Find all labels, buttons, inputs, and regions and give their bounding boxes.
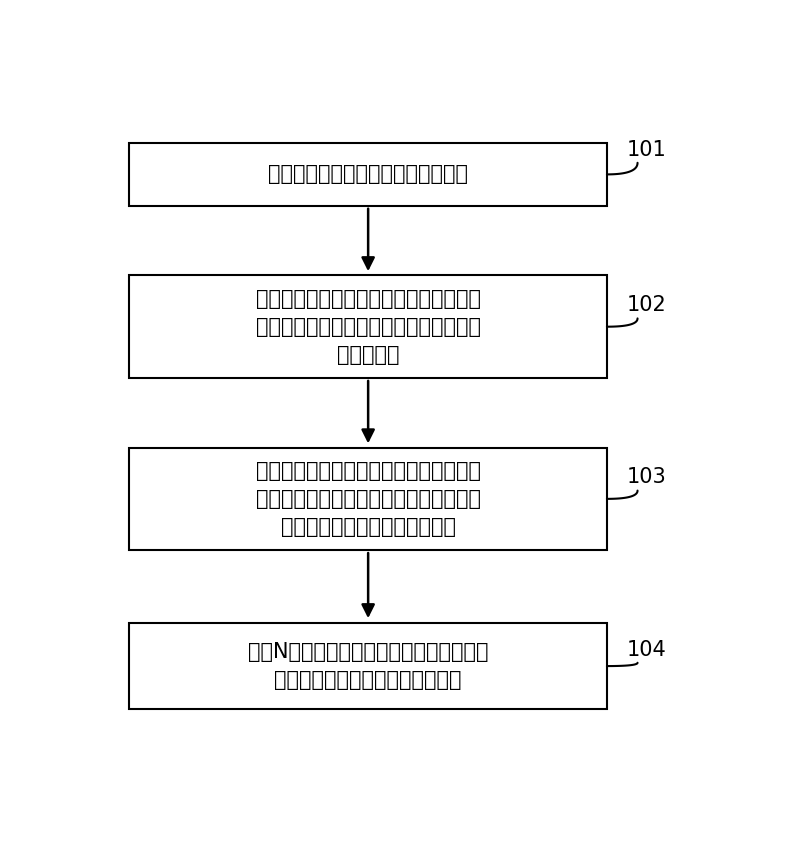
Text: 焦回波信号: 焦回波信号 <box>337 345 400 365</box>
Text: 102: 102 <box>626 295 667 315</box>
Bar <box>130 275 607 378</box>
Text: 的兰姆波回波信号进行聚焦处理，确定聚: 的兰姆波回波信号进行聚焦处理，确定聚 <box>256 316 480 337</box>
Bar <box>130 623 607 710</box>
Text: 获取待检测板状结构的缺陷回波信号: 获取待检测板状结构的缺陷回波信号 <box>268 164 468 184</box>
Text: 基于N个缺陷回波信号对应的第一距离，确: 基于N个缺陷回波信号对应的第一距离，确 <box>248 642 488 662</box>
Text: 101: 101 <box>626 139 667 160</box>
Text: 距离表征缺陷回波信号对应的传感器所在: 距离表征缺陷回波信号对应的传感器所在 <box>256 488 480 509</box>
Text: 104: 104 <box>626 640 667 660</box>
Text: 基于聚焦回波信号，确定第一距离，第一: 基于聚焦回波信号，确定第一距离，第一 <box>256 461 480 481</box>
Text: 103: 103 <box>626 467 667 488</box>
Bar <box>130 143 607 206</box>
Bar <box>130 447 607 550</box>
Text: 对第一模式的兰姆波回波信号和第二模式: 对第一模式的兰姆波回波信号和第二模式 <box>256 289 480 309</box>
Text: 位置与缺陷所在位置之间的距离: 位置与缺陷所在位置之间的距离 <box>280 517 456 537</box>
Text: 定待检测板状结构的缺陷检测图像: 定待检测板状结构的缺陷检测图像 <box>274 670 462 690</box>
